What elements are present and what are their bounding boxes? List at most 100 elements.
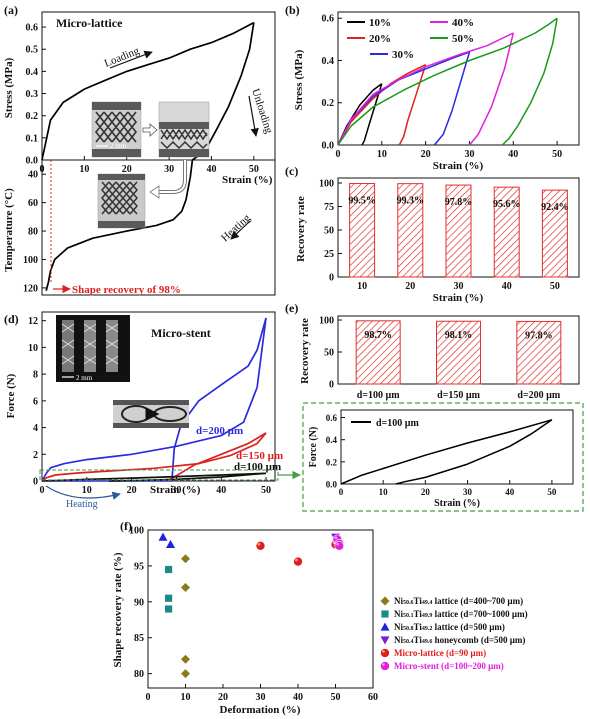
panel-f: (f) 80 85 90 95 100 0 10 20 30 40 50 60 Shape reco…	[112, 519, 528, 716]
panel-c-bars: 99.5% 99.3% 97.8% 95.6% 92.4%	[348, 182, 569, 278]
panel-f-ytick: 95	[134, 561, 144, 572]
panel-b-curve-loading	[337, 17, 558, 146]
panel-a-unloading-arrow	[248, 95, 259, 137]
inset-xtick: 30	[463, 487, 473, 497]
panel-f-xtick: 10	[181, 692, 191, 703]
panel-a-xtick: 10	[79, 164, 89, 175]
panel-c-xtick: 20	[405, 281, 415, 292]
panel-d-ytick: 10	[28, 343, 38, 354]
panel-a-ylabel-stress: Stress (MPa)	[3, 57, 15, 118]
panel-b-xtick: 10	[377, 149, 387, 160]
panel-c-bar	[493, 186, 520, 278]
panel-c-label: (c)	[285, 164, 298, 178]
panel-d: (d) 0 2 4 6 8 10 12 0 10 20 30 40 50 Force (N) Stra…	[4, 311, 301, 510]
panel-a-recovery-note: Shape recovery of 98%	[72, 284, 181, 296]
panel-f-point	[293, 556, 303, 567]
panel-b-legend-label: 30%	[392, 49, 414, 61]
inset-xtick: 50	[547, 487, 557, 497]
panel-f-point	[334, 540, 345, 551]
panel-b-xtick: 0	[336, 149, 341, 160]
panel-f-xtick: 60	[368, 692, 378, 703]
panel-f-legend-marker	[380, 661, 390, 671]
panel-d-ytick: 8	[33, 370, 38, 381]
panel-d-curve-label: d=200 µm	[196, 425, 243, 437]
inset-xtick: 20	[421, 487, 431, 497]
panel-b-xlabel: Strain (%)	[433, 160, 484, 172]
panel-a-heating-curve	[45, 159, 194, 291]
panel-b: (b) 0.0 0.2 0.4 0.6 0 10 20 30 40 50 Stress (MPa…	[285, 3, 580, 172]
panel-e-bars: 98.7% 98.1% 97.8% d=100 µm d=150 µm d=200 µm	[355, 320, 562, 401]
panel-e-bar	[436, 320, 481, 385]
panel-a-curves	[41, 21, 255, 291]
panel-a-compress-arrow-icon	[142, 123, 158, 137]
panel-f-legend-marker	[380, 636, 390, 645]
panel-e-bar	[355, 320, 401, 385]
panel-e-ytick: 0	[329, 380, 334, 391]
panel-a-loading-label: Loading	[103, 45, 142, 70]
panel-c-bar	[445, 184, 472, 278]
panel-a-heating-arrow	[230, 220, 251, 240]
panel-f-point	[181, 654, 190, 664]
panel-e-xtick: d=150 µm	[437, 390, 481, 401]
panel-d-heating-label: Heating	[66, 499, 98, 510]
panel-a-label: (a)	[4, 3, 18, 17]
panel-d-xtick: 50	[261, 485, 271, 496]
panel-a-photo-lattice-compressed	[158, 101, 210, 158]
panel-f-legend-marker	[380, 596, 390, 606]
panel-a-frame	[41, 11, 276, 296]
panel-b-curve-unloading	[468, 32, 515, 146]
panel-d-curve-label: d=150 µm	[236, 450, 283, 462]
panel-a-temp-yticks: 40 60 80 100 120	[23, 170, 46, 294]
panel-a-stress-ytick: 0.3	[26, 89, 39, 100]
panel-c-bar	[397, 183, 424, 278]
panel-f-legend-label: Ni50.8Ti49.2 lattice (d=500 µm)	[394, 622, 505, 632]
panel-d-yticks: 0 2 4 6 8 10 12	[28, 316, 46, 488]
panel-c-bar	[541, 189, 568, 278]
panel-a-xtick: 50	[249, 164, 259, 175]
panel-f-xtick: 0	[146, 692, 151, 703]
panel-f-legend-label: Ni50.4Ti49.6 honeycomb (d=500 µm)	[394, 635, 525, 645]
panel-b-xtick: 40	[508, 149, 518, 160]
panel-a-stress-ytick: 0.1	[26, 133, 39, 144]
panel-a-photo-lattice-recovered	[97, 173, 146, 229]
panel-a-loading-arrow	[109, 50, 153, 69]
panel-f-legend-label: Ni50.6Ti49.4 lattice (d=400~700 µm)	[394, 596, 523, 606]
panel-b-legend-label: 20%	[369, 33, 391, 45]
panel-b-label: (b)	[285, 3, 300, 17]
panel-d-photo-stent-compress	[113, 400, 189, 428]
panel-d-heating-arrow	[45, 485, 121, 500]
panel-f-xtick: 20	[218, 692, 228, 703]
panel-f-legend-marker	[381, 610, 389, 618]
panel-f-xtick: 30	[256, 692, 266, 703]
panel-f-legend: Ni50.6Ti49.4 lattice (d=400~700 µm) Ni50.…	[380, 596, 528, 671]
panel-f-ytick: 90	[134, 597, 144, 608]
panel-a-loading-curve	[41, 21, 255, 161]
panel-f-point	[158, 532, 168, 541]
panel-b-ytick: 0.6	[322, 14, 335, 25]
inset-xticks: 0 10 20 30 40 50	[339, 480, 557, 497]
panel-c-ylabel: Recovery rate	[295, 196, 307, 262]
panel-a-stress-ytick: 0.4	[26, 67, 39, 78]
panel-b-curves	[337, 17, 558, 146]
panel-c-ytick: 50	[324, 226, 334, 237]
panel-b-ytick: 0.0	[322, 141, 335, 152]
panel-b-curve-loading	[337, 32, 514, 146]
panel-d-curve-unloading	[171, 317, 267, 482]
panel-e-label: (e)	[285, 301, 298, 315]
inset-legend: d=100 µm	[351, 418, 420, 429]
panel-c-bar	[349, 182, 376, 278]
inset-ytick: 0.0	[326, 480, 338, 490]
panel-c-bar-label: 97.8%	[445, 197, 473, 208]
panel-e-xtick: d=100 µm	[357, 390, 401, 401]
panel-c-bar-label: 99.3%	[397, 196, 425, 207]
panel-f-points	[158, 532, 345, 679]
panel-e-bar-label: 98.1%	[445, 330, 473, 341]
panel-c-bar-label: 95.6%	[493, 199, 521, 210]
panel-b-legend-label: 10%	[369, 17, 391, 29]
panel-e-ytick: 100	[319, 316, 334, 327]
panel-d-curve-label: d=100 µm	[234, 461, 281, 473]
panel-f-ytick: 85	[134, 633, 144, 644]
panel-f-point	[181, 582, 190, 592]
